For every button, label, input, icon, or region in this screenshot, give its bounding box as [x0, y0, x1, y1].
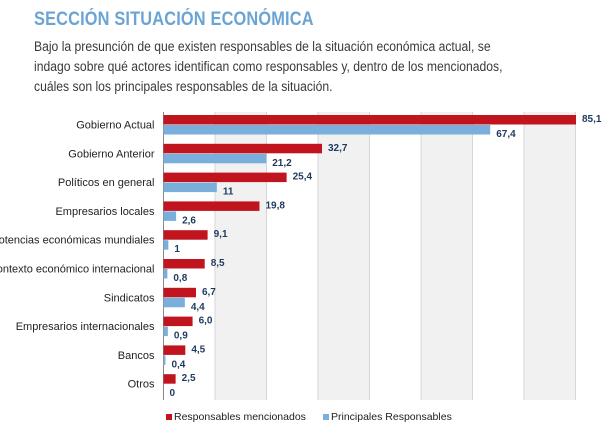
- bar-principales: [163, 269, 168, 279]
- legend-swatch: [166, 414, 172, 420]
- bar-mencionados: [163, 316, 193, 327]
- bar-principales: [163, 297, 185, 308]
- bar-mencionados: [163, 230, 208, 240]
- bar-principales: [163, 153, 267, 164]
- category-label: Potencias económicas mundiales: [0, 235, 155, 247]
- category-label: Empresarios locales: [55, 206, 155, 218]
- intro-text: Bajo la presunción de que existen respon…: [34, 37, 511, 97]
- section-title: SECCIÓN SITUACIÓN ECONÓMICA: [34, 9, 314, 30]
- value-label-principales: 67,4: [496, 129, 516, 140]
- value-label-mencionados: 6,0: [199, 316, 213, 327]
- bar-principales: [163, 355, 166, 365]
- legend-swatch: [323, 414, 329, 420]
- value-label-principales: 0: [170, 388, 176, 399]
- value-label-mencionados: 6,7: [202, 287, 216, 298]
- value-label-mencionados: 32,7: [328, 143, 348, 154]
- value-label-mencionados: 25,4: [293, 172, 313, 183]
- category-label: Empresarios internacionales: [16, 321, 155, 333]
- bar-principales: [163, 211, 177, 221]
- intro-line-3: cuáles son los principales responsables …: [34, 79, 333, 94]
- bar-principales: [163, 182, 217, 193]
- value-label-principales: 1: [174, 244, 180, 255]
- bar-principales: [163, 125, 491, 135]
- value-label-mencionados: 8,5: [211, 258, 225, 269]
- value-label-mencionados: 9,1: [214, 229, 228, 240]
- value-label-principales: 11: [223, 187, 234, 198]
- value-label-mencionados: 19,8: [265, 200, 285, 211]
- bar-mencionados: [163, 345, 186, 355]
- grid-band: [524, 112, 576, 400]
- legend-label: Principales Responsables: [331, 411, 452, 423]
- category-label: Bancos: [118, 350, 155, 362]
- bar-principales: [163, 240, 169, 250]
- intro-line-2: indago sobre qué actores identifican com…: [34, 59, 503, 74]
- category-label: Otros: [128, 379, 155, 391]
- bar-mencionados: [163, 287, 196, 298]
- grid-band: [318, 112, 370, 400]
- intro-line-1: Bajo la presunción de que existen respon…: [34, 39, 491, 54]
- bar-mencionados: [163, 259, 205, 269]
- value-label-principales: 0,4: [171, 359, 185, 370]
- value-label-principales: 4,4: [191, 302, 205, 313]
- bar-principales: [163, 326, 168, 337]
- value-label-principales: 0,8: [173, 273, 187, 284]
- legend-label: Responsables mencionados: [174, 411, 306, 423]
- value-label-mencionados: 4,5: [191, 344, 205, 355]
- value-label-principales: 2,6: [182, 215, 196, 226]
- value-label-mencionados: 85,1: [582, 114, 602, 125]
- value-label-principales: 21,2: [272, 158, 292, 169]
- category-label: Contexto económico internacional: [0, 264, 155, 276]
- category-label: Políticos en general: [58, 177, 155, 189]
- value-label-mencionados: 2,5: [182, 373, 196, 384]
- bar-mencionados: [163, 374, 176, 384]
- bar-mencionados: [163, 172, 287, 183]
- grid-band: [421, 112, 473, 400]
- category-label: Gobierno Actual: [76, 120, 154, 132]
- bar-mencionados: [163, 201, 260, 211]
- value-label-principales: 0,9: [174, 331, 188, 342]
- bar-mencionados: [163, 115, 576, 125]
- bar-mencionados: [163, 143, 323, 154]
- category-label: Gobierno Anterior: [68, 148, 155, 160]
- category-label: Sindicatos: [104, 292, 155, 304]
